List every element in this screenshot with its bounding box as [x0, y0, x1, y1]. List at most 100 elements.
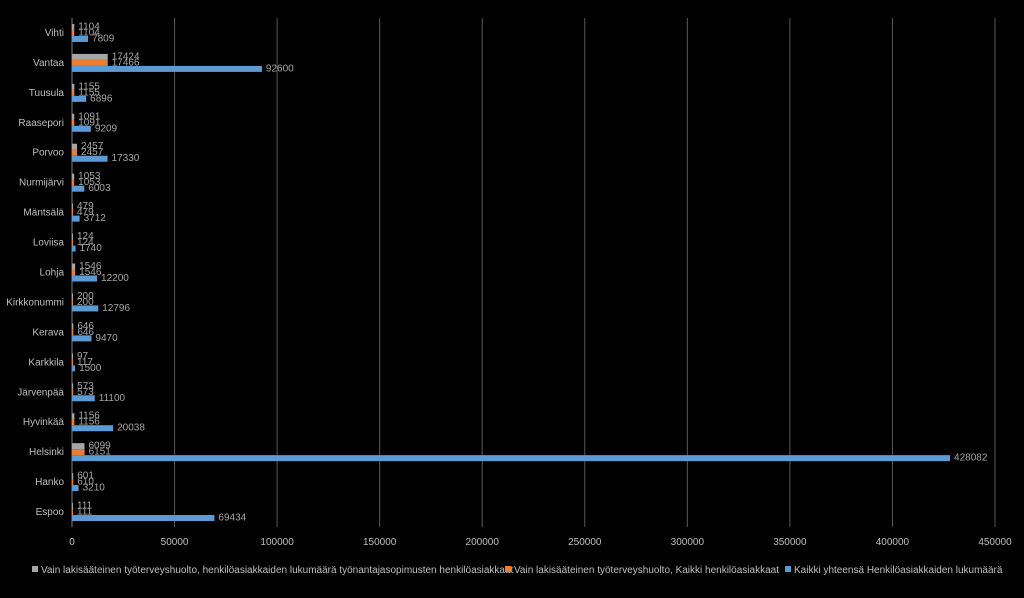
- bar-series-1: [72, 263, 76, 270]
- data-label: 1156: [78, 411, 100, 422]
- x-tick-label: 200000: [466, 537, 500, 548]
- data-label: 1155: [78, 87, 100, 98]
- bar-series-2: [72, 149, 78, 156]
- data-label: 1500: [79, 363, 102, 374]
- data-label: 17424: [112, 51, 140, 62]
- data-label: 9470: [95, 333, 118, 344]
- data-label: 1053: [78, 171, 101, 182]
- legend-swatch: [505, 566, 511, 572]
- data-label: 111: [77, 501, 93, 512]
- data-label: 573: [77, 381, 94, 392]
- bar-series-1: [72, 233, 73, 240]
- data-labels: 1111116943460161032106099615142808211561…: [77, 21, 988, 523]
- bar-series-3: [72, 395, 95, 402]
- bar-series-2: [72, 209, 73, 216]
- category-label: Vihti: [45, 28, 64, 39]
- data-label: 646: [77, 321, 94, 332]
- category-label: Helsinki: [29, 447, 64, 458]
- category-label: Loviisa: [33, 238, 65, 249]
- bar-series-1: [72, 83, 75, 90]
- data-label: 3712: [84, 213, 107, 224]
- bar-series-3: [72, 455, 951, 462]
- legend: Vain lakisääteinen työterveyshuolto, hen…: [32, 565, 1003, 576]
- bar-series-1: [72, 503, 73, 510]
- bar-series-2: [72, 479, 74, 486]
- data-label: 573: [77, 387, 94, 398]
- data-label: 9209: [95, 123, 118, 134]
- data-label: 1091: [78, 117, 101, 128]
- data-label: 6003: [88, 183, 111, 194]
- data-label: 2457: [81, 147, 104, 158]
- bar-series-1: [72, 413, 75, 420]
- category-label: Hyvinkää: [23, 417, 65, 428]
- category-label: Hanko: [35, 477, 64, 488]
- data-label: 20038: [117, 423, 145, 434]
- bar-series-2: [72, 419, 75, 426]
- data-label: 124: [77, 231, 94, 242]
- bar-series-2: [72, 119, 75, 126]
- category-label: Kirkkonummi: [6, 297, 64, 308]
- gridlines: [71, 18, 996, 527]
- data-label: 111: [77, 507, 93, 518]
- x-tick-label: 450000: [978, 537, 1012, 548]
- bar-series-2: [72, 59, 108, 66]
- bar-series-2: [72, 359, 73, 366]
- data-label: 2457: [81, 141, 104, 152]
- x-tick-label: 0: [69, 537, 75, 548]
- data-label: 1546: [79, 267, 102, 278]
- x-tick-label: 300000: [671, 537, 705, 548]
- data-label: 97: [77, 351, 89, 362]
- data-label: 12200: [101, 273, 129, 284]
- category-label: Nurmijärvi: [19, 178, 64, 189]
- bar-series-1: [72, 173, 75, 180]
- bar-series-1: [72, 23, 75, 30]
- data-label: 17330: [112, 153, 140, 164]
- x-tick-label: 400000: [876, 537, 910, 548]
- data-label: 1053: [78, 177, 101, 188]
- x-tick-label: 50000: [161, 537, 189, 548]
- data-label: 6896: [90, 93, 113, 104]
- bar-series-2: [72, 329, 74, 336]
- category-label: Raasepori: [18, 118, 64, 129]
- bar-series-3: [72, 485, 79, 492]
- data-label: 17466: [112, 57, 140, 68]
- data-label: 1091: [78, 111, 101, 122]
- data-label: 646: [77, 327, 94, 338]
- category-label: Järvenpää: [17, 387, 64, 398]
- data-label: 601: [77, 471, 94, 482]
- bar-series-2: [72, 179, 75, 186]
- data-label: 1155: [78, 81, 100, 92]
- data-label: 1156: [78, 417, 100, 428]
- data-label: 1546: [79, 261, 102, 272]
- bar-series-1: [72, 293, 73, 300]
- data-label: 6099: [89, 441, 112, 452]
- data-label: 200: [77, 297, 94, 308]
- data-label: 200: [77, 291, 94, 302]
- bar-series-2: [72, 389, 74, 396]
- bar-series-1: [72, 443, 85, 450]
- data-label: 479: [77, 201, 94, 212]
- category-axis-labels: Espoo Hanko Helsinki Hyvinkää Järvenpää Karkk…: [6, 28, 64, 518]
- category-label: Lohja: [40, 268, 65, 279]
- bar-series-3: [72, 65, 262, 72]
- bar-series-3: [72, 245, 76, 252]
- legend-label: Kaikki yhteensä Henkilöasiakkaiden lukum…: [794, 565, 1003, 576]
- data-label: 428082: [954, 453, 988, 464]
- bar-series-3: [72, 155, 108, 162]
- data-label: 3210: [83, 483, 106, 494]
- data-label: 7809: [92, 33, 115, 44]
- bar-series-1: [72, 323, 74, 330]
- bar-series-3: [72, 305, 99, 312]
- data-label: 11100: [99, 393, 126, 404]
- bar-series-3: [72, 425, 114, 432]
- bar-series-2: [72, 89, 75, 96]
- data-label: 69434: [218, 513, 246, 524]
- bar-series-3: [72, 95, 87, 102]
- legend-label: Vain lakisääteinen työterveyshuolto, hen…: [41, 565, 514, 576]
- bar-series-1: [72, 353, 73, 360]
- legend-swatch: [785, 566, 791, 572]
- category-label: Karkkila: [28, 357, 64, 368]
- bar-series-3: [72, 125, 91, 132]
- data-label: 12796: [102, 303, 130, 314]
